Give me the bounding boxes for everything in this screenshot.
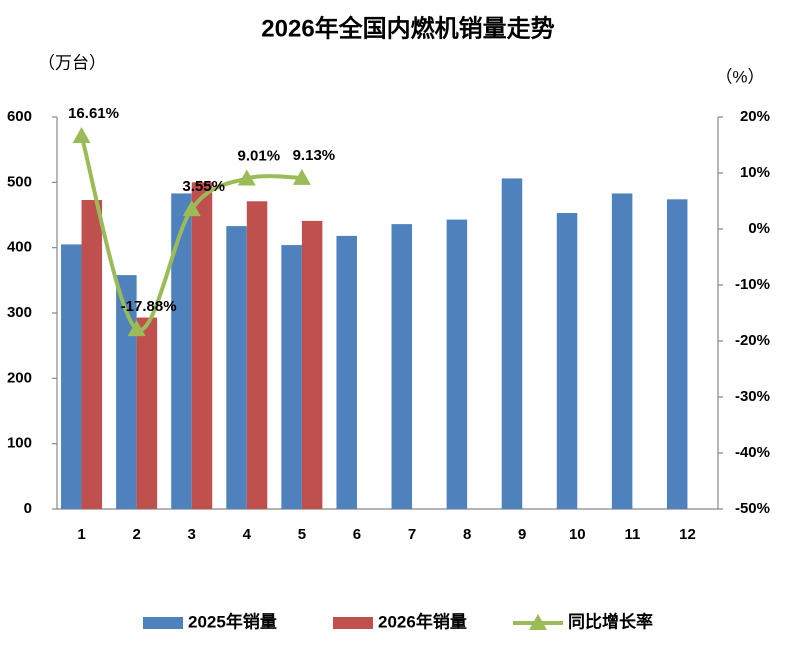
bar: [246, 201, 268, 509]
legend-marker: [529, 614, 547, 630]
y-tick-label: 500: [7, 173, 32, 190]
x-tick-label: 5: [298, 526, 306, 543]
y-tick-label: 100: [7, 435, 32, 452]
x-tick-label: 4: [243, 526, 252, 543]
bar: [171, 193, 192, 509]
y2-tick-label: -40%: [735, 444, 770, 461]
y-tick-label: 400: [7, 239, 32, 256]
bar: [666, 199, 688, 509]
bar: [391, 224, 413, 509]
bar: [556, 213, 578, 510]
data-label: 9.13%: [293, 147, 336, 164]
line-marker: [182, 200, 201, 217]
y2-tick-label: -50%: [735, 500, 770, 517]
legend-label: 2025年销量: [188, 611, 277, 631]
y2-axis-label: （%）: [715, 67, 764, 86]
legend-label: 2026年销量: [378, 611, 467, 631]
line-marker: [127, 320, 146, 337]
bar: [191, 182, 213, 510]
data-label: 3.55%: [182, 178, 225, 195]
y-tick-label: 200: [7, 369, 32, 386]
y-tick-label: 300: [7, 304, 32, 321]
x-tick-label: 3: [188, 526, 196, 543]
bar: [136, 317, 158, 509]
bar: [501, 178, 523, 509]
data-label: 16.61%: [68, 105, 119, 122]
bar: [336, 235, 357, 509]
data-label: -17.88%: [121, 298, 177, 315]
bar: [61, 244, 82, 509]
y2-tick-label: -30%: [735, 388, 770, 405]
bar: [611, 193, 633, 509]
x-tick-label: 8: [463, 526, 471, 543]
y2-tick-label: 10%: [740, 164, 770, 181]
bar: [81, 199, 103, 509]
x-tick-label: 10: [569, 526, 586, 543]
x-tick-label: 12: [679, 526, 696, 543]
bar: [446, 219, 468, 509]
legend-swatch: [333, 617, 373, 629]
y2-tick-label: -10%: [735, 276, 770, 293]
y2-tick-label: 20%: [740, 108, 770, 125]
bar: [301, 220, 323, 509]
x-tick-label: 6: [353, 526, 361, 543]
legend-swatch: [143, 617, 183, 629]
x-tick-label: 9: [518, 526, 526, 543]
x-tick-label: 1: [77, 526, 85, 543]
y-tick-label: 0: [24, 500, 32, 517]
y-tick-label: 600: [7, 108, 32, 125]
chart-title: 2026年全国内燃机销量走势: [261, 14, 554, 42]
x-tick-label: 7: [408, 526, 416, 543]
bar: [281, 245, 302, 509]
y2-tick-label: -20%: [735, 332, 770, 349]
legend-label: 同比增长率: [568, 611, 653, 631]
data-label: 9.01%: [238, 148, 281, 165]
y2-tick-label: 0%: [748, 220, 770, 237]
line-marker: [72, 126, 91, 143]
line-marker: [237, 169, 256, 186]
y-axis-label: （万台）: [38, 53, 106, 72]
x-tick-label: 2: [132, 526, 140, 543]
bar: [226, 226, 247, 509]
x-tick-label: 11: [624, 526, 640, 543]
line-marker: [292, 168, 311, 185]
